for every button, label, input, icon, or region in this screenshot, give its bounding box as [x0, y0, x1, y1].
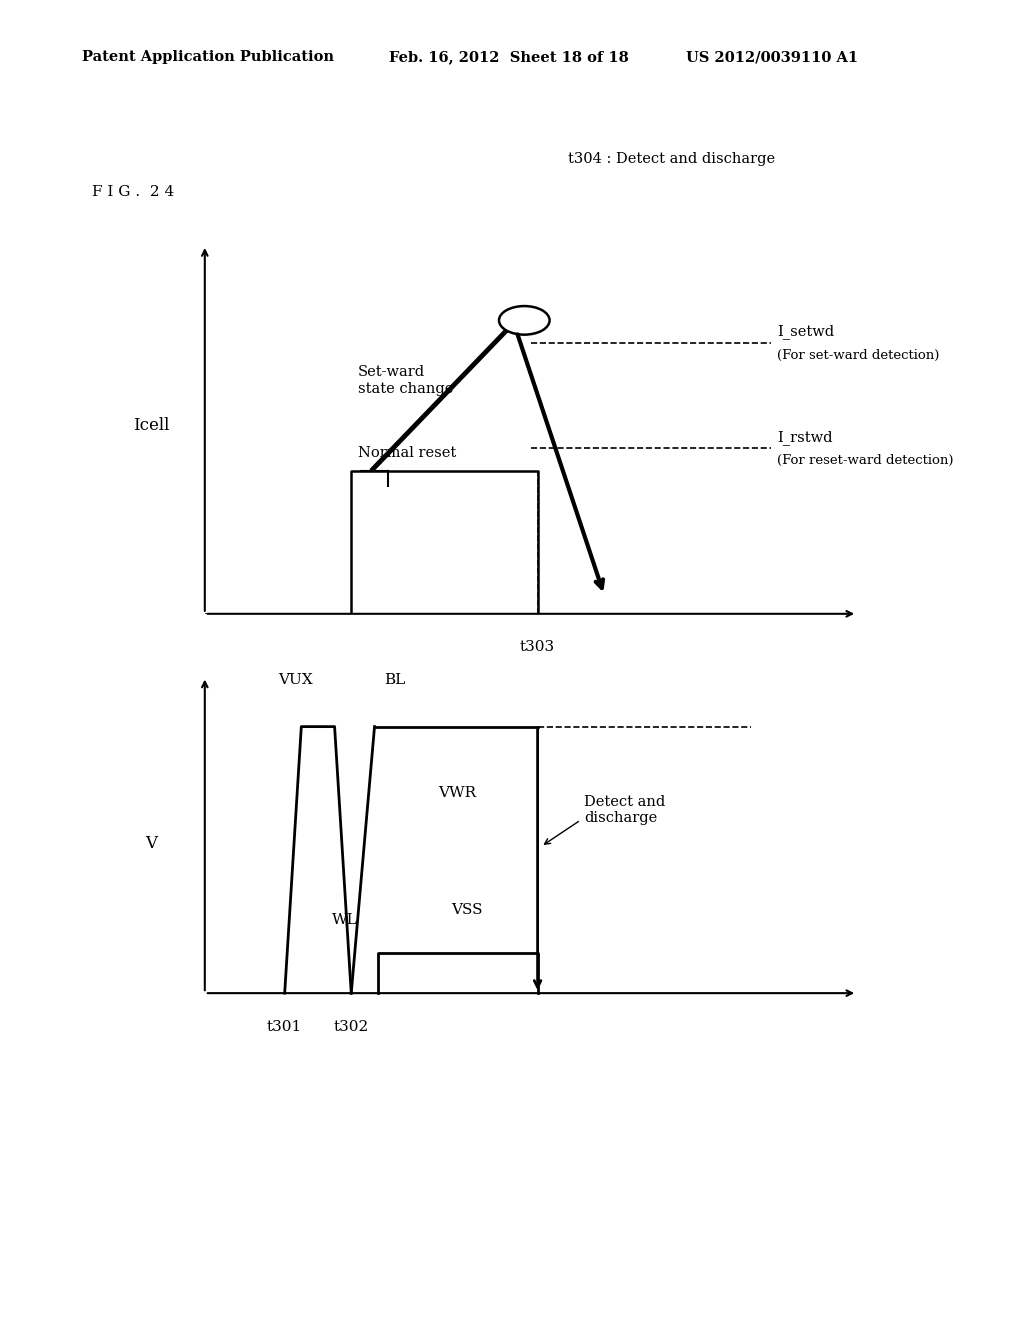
Text: (For set-ward detection): (For set-ward detection) — [777, 348, 940, 362]
Text: WL: WL — [332, 913, 358, 927]
Text: Normal reset: Normal reset — [358, 446, 456, 459]
Text: BL: BL — [385, 673, 406, 686]
Text: VUX: VUX — [279, 673, 312, 686]
Text: (For reset-ward detection): (For reset-ward detection) — [777, 454, 953, 467]
Text: Set-ward
state change: Set-ward state change — [358, 366, 454, 396]
Text: I_rstwd: I_rstwd — [777, 429, 833, 445]
Text: I_setwd: I_setwd — [777, 325, 835, 339]
Text: Feb. 16, 2012  Sheet 18 of 18: Feb. 16, 2012 Sheet 18 of 18 — [389, 50, 629, 65]
Text: t301: t301 — [267, 1020, 302, 1034]
Text: Patent Application Publication: Patent Application Publication — [82, 50, 334, 65]
Text: Icell: Icell — [133, 417, 170, 434]
Text: VSS: VSS — [452, 903, 482, 917]
Text: t303: t303 — [520, 640, 555, 655]
Text: F I G .  2 4: F I G . 2 4 — [92, 185, 174, 199]
Text: t304 : Detect and discharge: t304 : Detect and discharge — [567, 152, 775, 165]
Text: V: V — [145, 834, 158, 851]
Text: Detect and
discharge: Detect and discharge — [585, 795, 666, 825]
Text: VWR: VWR — [438, 787, 476, 800]
Text: US 2012/0039110 A1: US 2012/0039110 A1 — [686, 50, 858, 65]
Text: t302: t302 — [334, 1020, 369, 1034]
